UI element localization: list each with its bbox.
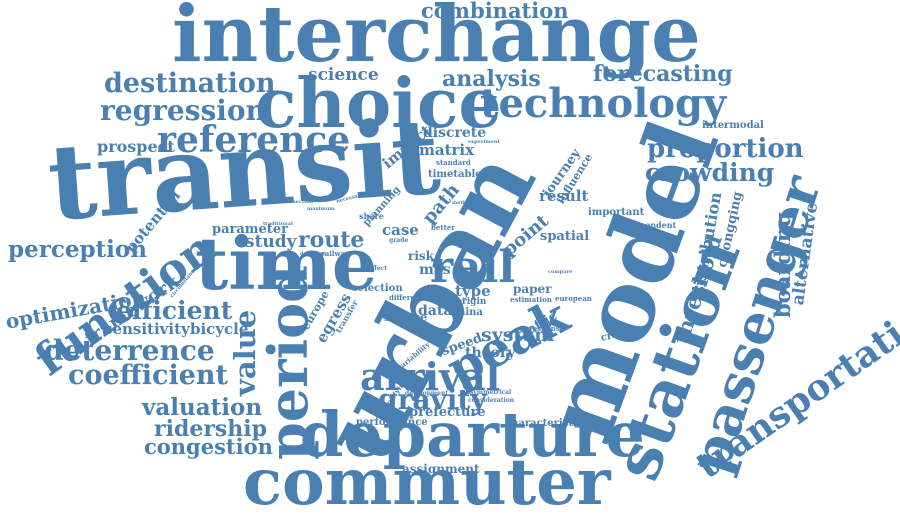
- word-ridership: ridership: [154, 416, 268, 442]
- word-reference: reference: [157, 119, 351, 161]
- word-valuation: valuation: [142, 394, 263, 421]
- word-consideration: consideration: [468, 397, 515, 404]
- word-forecasting: forecasting: [593, 61, 733, 87]
- word-perception: perception: [8, 236, 147, 263]
- word-time: time: [195, 221, 378, 306]
- word-system: system: [481, 324, 555, 346]
- word-connection: connection: [282, 199, 314, 205]
- word-important: important: [588, 207, 645, 218]
- word-performance: performance: [356, 417, 428, 428]
- word-crowding: crowding: [645, 158, 775, 187]
- word-paper: paper: [513, 282, 552, 296]
- word-maximum: maximum: [307, 206, 335, 212]
- word-intermodal: intermodal: [702, 120, 764, 131]
- word-combination: combination: [421, 0, 569, 23]
- word-selection: selection: [352, 283, 403, 294]
- word-different: different: [389, 293, 424, 302]
- word-discrete: discrete: [423, 125, 487, 141]
- word-independent: independent: [620, 220, 677, 230]
- word-period: period: [256, 265, 320, 460]
- word-congestion: congestion: [144, 434, 273, 459]
- word-matrix: matrix: [419, 141, 475, 159]
- word-development: development: [405, 390, 449, 397]
- word-spatial: spatial: [540, 229, 590, 244]
- word-gravity: gravity: [378, 383, 487, 416]
- word-compare: compare: [548, 269, 573, 275]
- word-service: service: [384, 311, 428, 324]
- word-european: european: [555, 294, 592, 303]
- word-type: type: [455, 282, 491, 300]
- word-data: data: [418, 303, 453, 319]
- word-risk: risk: [408, 249, 434, 263]
- word-arrival: arrival: [360, 354, 501, 399]
- word-experiment: experiment: [468, 139, 500, 145]
- word-traditional: traditional: [263, 221, 293, 227]
- word-asymmetrical: asymmetrical: [466, 389, 512, 396]
- word-share: share: [359, 211, 384, 221]
- word-value: value: [228, 309, 262, 396]
- word-railway: railway: [321, 249, 350, 258]
- word-timetable: timetable: [428, 169, 482, 180]
- word-coefficient: coefficient: [68, 360, 229, 391]
- word-efficient: efficient: [116, 296, 233, 325]
- word-method: method: [452, 200, 474, 206]
- word-assignment: assignment: [402, 462, 480, 476]
- word-deterrence: deterrence: [44, 334, 215, 367]
- word-study: study: [245, 232, 297, 252]
- word-prospect: prospect: [97, 137, 175, 156]
- word-deviation: deviation: [300, 251, 326, 257]
- word-proportion: proportion: [647, 134, 804, 164]
- word-characteristic: characteristic: [505, 418, 583, 429]
- word-grade: grade: [389, 237, 409, 244]
- word-estimation: estimation: [510, 295, 552, 304]
- word-mas: mas: [419, 262, 451, 278]
- word-case: case: [382, 221, 419, 239]
- word-result: result: [539, 187, 589, 205]
- word-effect: effect: [368, 265, 387, 272]
- word-standard: standard: [436, 158, 471, 167]
- word-science: science: [308, 65, 379, 85]
- word-theory: theory: [465, 345, 516, 361]
- word-china: china: [452, 307, 483, 318]
- word-interchange: interchange: [172, 0, 701, 80]
- word-route: route: [298, 227, 365, 253]
- word-origin: origin: [456, 297, 487, 307]
- word-rail: rail: [430, 242, 516, 293]
- word-sensitivity: sensitivity: [104, 320, 190, 338]
- word-destination: destination: [104, 68, 276, 99]
- word-regression: regression: [100, 94, 266, 127]
- word-departure: departure: [300, 398, 645, 471]
- word-prefecture: prefecture: [409, 405, 486, 420]
- word-choice: choice: [255, 64, 502, 144]
- word-parameter: parameter: [212, 222, 288, 237]
- word-analysis: analysis: [442, 66, 541, 92]
- word-bicycle: bicycle: [190, 320, 249, 338]
- word-better: better: [431, 223, 455, 232]
- word-commuter: commuter: [243, 445, 611, 516]
- word-response: response: [529, 324, 565, 333]
- word-simplified: simplified: [458, 244, 486, 250]
- word-technology: technology: [480, 80, 727, 127]
